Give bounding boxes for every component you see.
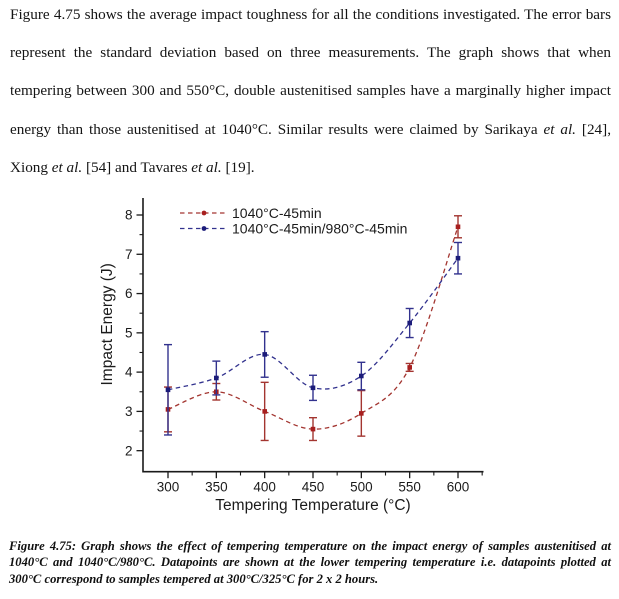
impact-toughness-figure: 2 3 4 5 6 7 8 300 350 400 450 500 550 600 Tempering Te… [95,183,505,535]
intro-text-italic: et al. [51,158,83,176]
series-curve-1 [167,257,459,391]
y-tick-label: 6 [125,286,133,301]
x-tick-label: 450 [302,480,325,495]
x-tick-label: 400 [253,480,276,495]
intro-text: Figure 4.75 shows the average impact tou… [10,6,611,138]
y-tick-label: 3 [125,404,133,419]
legend-label: 1040°C-45min [232,205,322,221]
data-point-marker [455,224,461,230]
data-point-marker [262,409,267,414]
figure-caption: Figure 4.75: Graph shows the effect of t… [9,539,611,586]
data-point-marker [165,387,171,393]
y-tick-label: 8 [125,208,133,223]
data-point-marker [359,373,364,379]
data-point-marker [310,426,316,432]
x-tick-label: 500 [350,480,373,495]
x-tick-label: 550 [398,480,421,495]
legend-marker [201,210,207,216]
y-tick-label: 4 [125,365,133,380]
data-point-marker [359,411,364,416]
data-point-marker [407,320,412,326]
y-tick-label: 7 [125,247,133,262]
y-tick-label: 2 [125,443,133,458]
intro-text: [54] and Tavares [82,158,192,176]
data-point-marker [455,255,461,261]
intro-text-italic: et al. [543,120,576,138]
y-tick-label: 5 [125,325,133,340]
data-point-marker [407,365,412,370]
x-tick-label: 350 [205,480,228,495]
intro-text: [24], Xiong [10,120,611,176]
intro-text-italic: et al. [191,158,222,176]
x-tick-label: 600 [447,480,470,495]
data-point-marker [310,385,316,391]
x-axis-title: Tempering Temperature (°C) [215,497,410,514]
impact-energy-chart: 2 3 4 5 6 7 8 300 350 400 450 500 550 600 Tempering Te… [99,198,484,514]
legend-label: 1040°C-45min/980°C-45min [232,221,407,237]
intro-paragraph: Figure 4.75 shows the average impact tou… [10,0,611,187]
intro-text: [19]. [221,158,255,176]
y-axis-title: Impact Energy (J) [99,263,116,385]
legend-marker [201,226,207,231]
x-tick-label: 300 [157,480,180,495]
data-point-marker [214,375,219,381]
axis-lines [142,198,484,473]
data-point-marker [262,352,267,357]
